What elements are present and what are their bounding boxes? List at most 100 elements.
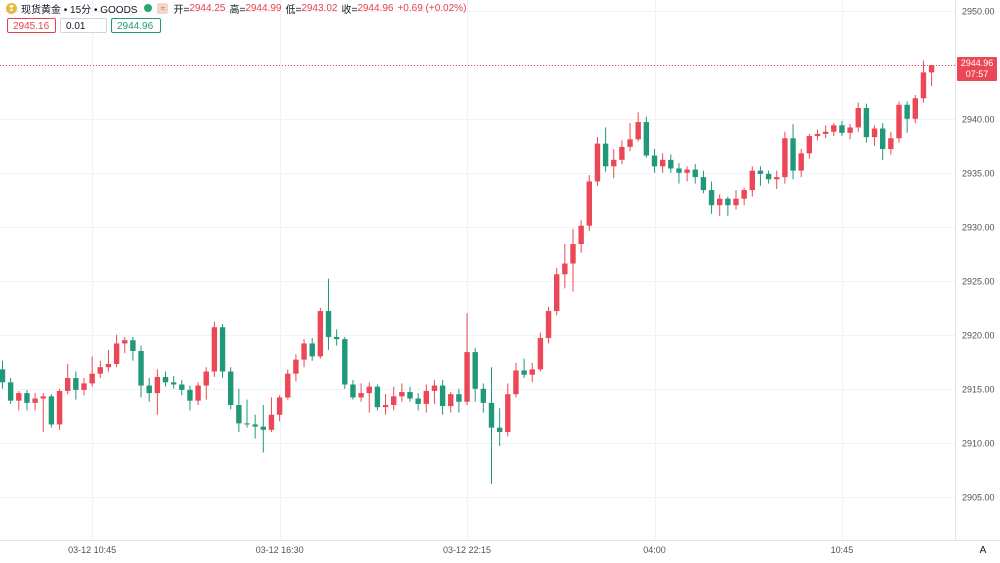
candle[interactable] <box>56 388 63 430</box>
candle[interactable] <box>122 336 128 354</box>
candle[interactable] <box>831 123 837 137</box>
candle[interactable] <box>195 382 201 405</box>
candle[interactable] <box>651 149 658 173</box>
candle[interactable] <box>505 383 511 437</box>
candle[interactable] <box>570 228 576 292</box>
candle[interactable] <box>676 163 682 184</box>
candle[interactable] <box>537 332 544 372</box>
candle[interactable] <box>684 166 690 182</box>
candle[interactable] <box>741 187 747 206</box>
candle[interactable] <box>285 369 291 400</box>
symbol-title[interactable]: 现货黄金 • 15分 • GOODS <box>21 4 138 16</box>
candle[interactable] <box>342 336 348 389</box>
candle[interactable] <box>847 124 853 140</box>
candle[interactable] <box>293 354 299 382</box>
candle[interactable] <box>586 174 592 232</box>
candle[interactable] <box>578 220 584 253</box>
candle[interactable] <box>904 101 910 133</box>
candle[interactable] <box>113 334 120 368</box>
auto-scale-button[interactable]: A <box>979 545 987 556</box>
candle[interactable] <box>643 116 650 158</box>
candle[interactable] <box>456 388 462 413</box>
candle[interactable] <box>871 125 878 146</box>
candle[interactable] <box>399 383 405 402</box>
candle[interactable] <box>790 124 796 180</box>
candle[interactable] <box>146 378 152 402</box>
candle[interactable] <box>24 389 30 411</box>
candle[interactable] <box>896 101 902 143</box>
candle[interactable] <box>154 369 161 415</box>
candle[interactable] <box>252 414 258 439</box>
candle[interactable] <box>855 102 861 132</box>
candle[interactable] <box>668 154 674 173</box>
candle[interactable] <box>529 362 535 383</box>
candle[interactable] <box>464 313 470 405</box>
candle[interactable] <box>439 380 446 415</box>
candle[interactable] <box>16 390 22 411</box>
candle[interactable] <box>545 306 552 344</box>
candle[interactable] <box>757 166 764 186</box>
candle[interactable] <box>733 190 739 210</box>
candle[interactable] <box>692 164 698 184</box>
candle[interactable] <box>73 371 79 400</box>
candle[interactable] <box>374 384 381 411</box>
candle[interactable] <box>350 380 356 400</box>
candle[interactable] <box>822 125 829 139</box>
candle[interactable] <box>97 360 103 378</box>
candle[interactable] <box>309 338 315 361</box>
candle[interactable] <box>912 95 918 124</box>
candle[interactable] <box>219 324 226 378</box>
candle[interactable] <box>391 386 397 411</box>
candle[interactable] <box>806 133 813 159</box>
candle[interactable] <box>170 375 177 389</box>
candle[interactable] <box>880 123 886 160</box>
candle[interactable] <box>325 278 332 350</box>
candle[interactable] <box>301 339 307 368</box>
candle[interactable] <box>749 166 755 197</box>
candle[interactable] <box>162 371 169 387</box>
candle[interactable] <box>513 362 519 398</box>
candle[interactable] <box>105 349 112 372</box>
candle[interactable] <box>765 170 772 184</box>
time-axis[interactable]: 03-12 10:45 03-12 16:30 03-12 22:15 04:00 10… <box>68 545 853 555</box>
candle[interactable] <box>211 321 218 377</box>
candle[interactable] <box>480 383 487 413</box>
sell-price-button[interactable]: 2945.16 <box>7 18 56 33</box>
candle[interactable] <box>32 393 38 411</box>
candle[interactable] <box>521 358 527 378</box>
candle[interactable] <box>448 392 454 413</box>
candle[interactable] <box>236 388 242 432</box>
candle[interactable] <box>782 131 788 184</box>
candle[interactable] <box>382 394 389 415</box>
candle[interactable] <box>798 149 804 178</box>
candle[interactable] <box>472 347 478 402</box>
candle[interactable] <box>496 408 503 447</box>
candle[interactable] <box>81 378 87 396</box>
candle[interactable] <box>130 336 136 361</box>
buy-price-button[interactable]: 2944.96 <box>111 18 161 33</box>
candle[interactable] <box>228 367 234 410</box>
candle[interactable] <box>562 244 568 289</box>
candle[interactable] <box>717 194 723 216</box>
candle[interactable] <box>700 170 707 194</box>
candle[interactable] <box>635 112 641 142</box>
candle[interactable] <box>317 307 324 359</box>
candle[interactable] <box>839 120 845 137</box>
candle[interactable] <box>814 129 821 141</box>
candle[interactable] <box>48 394 55 428</box>
candle[interactable] <box>203 367 209 400</box>
candle[interactable] <box>89 356 95 387</box>
candle[interactable] <box>415 393 421 411</box>
candle[interactable] <box>260 405 266 453</box>
candle[interactable] <box>65 363 71 395</box>
candle[interactable] <box>358 383 364 402</box>
candle[interactable] <box>611 149 617 179</box>
candle[interactable] <box>863 103 870 143</box>
candle[interactable] <box>187 385 193 411</box>
candle[interactable] <box>179 380 185 396</box>
candle[interactable] <box>602 127 609 172</box>
candles[interactable] <box>0 60 935 484</box>
candle[interactable] <box>920 60 927 103</box>
candle[interactable] <box>928 64 935 87</box>
